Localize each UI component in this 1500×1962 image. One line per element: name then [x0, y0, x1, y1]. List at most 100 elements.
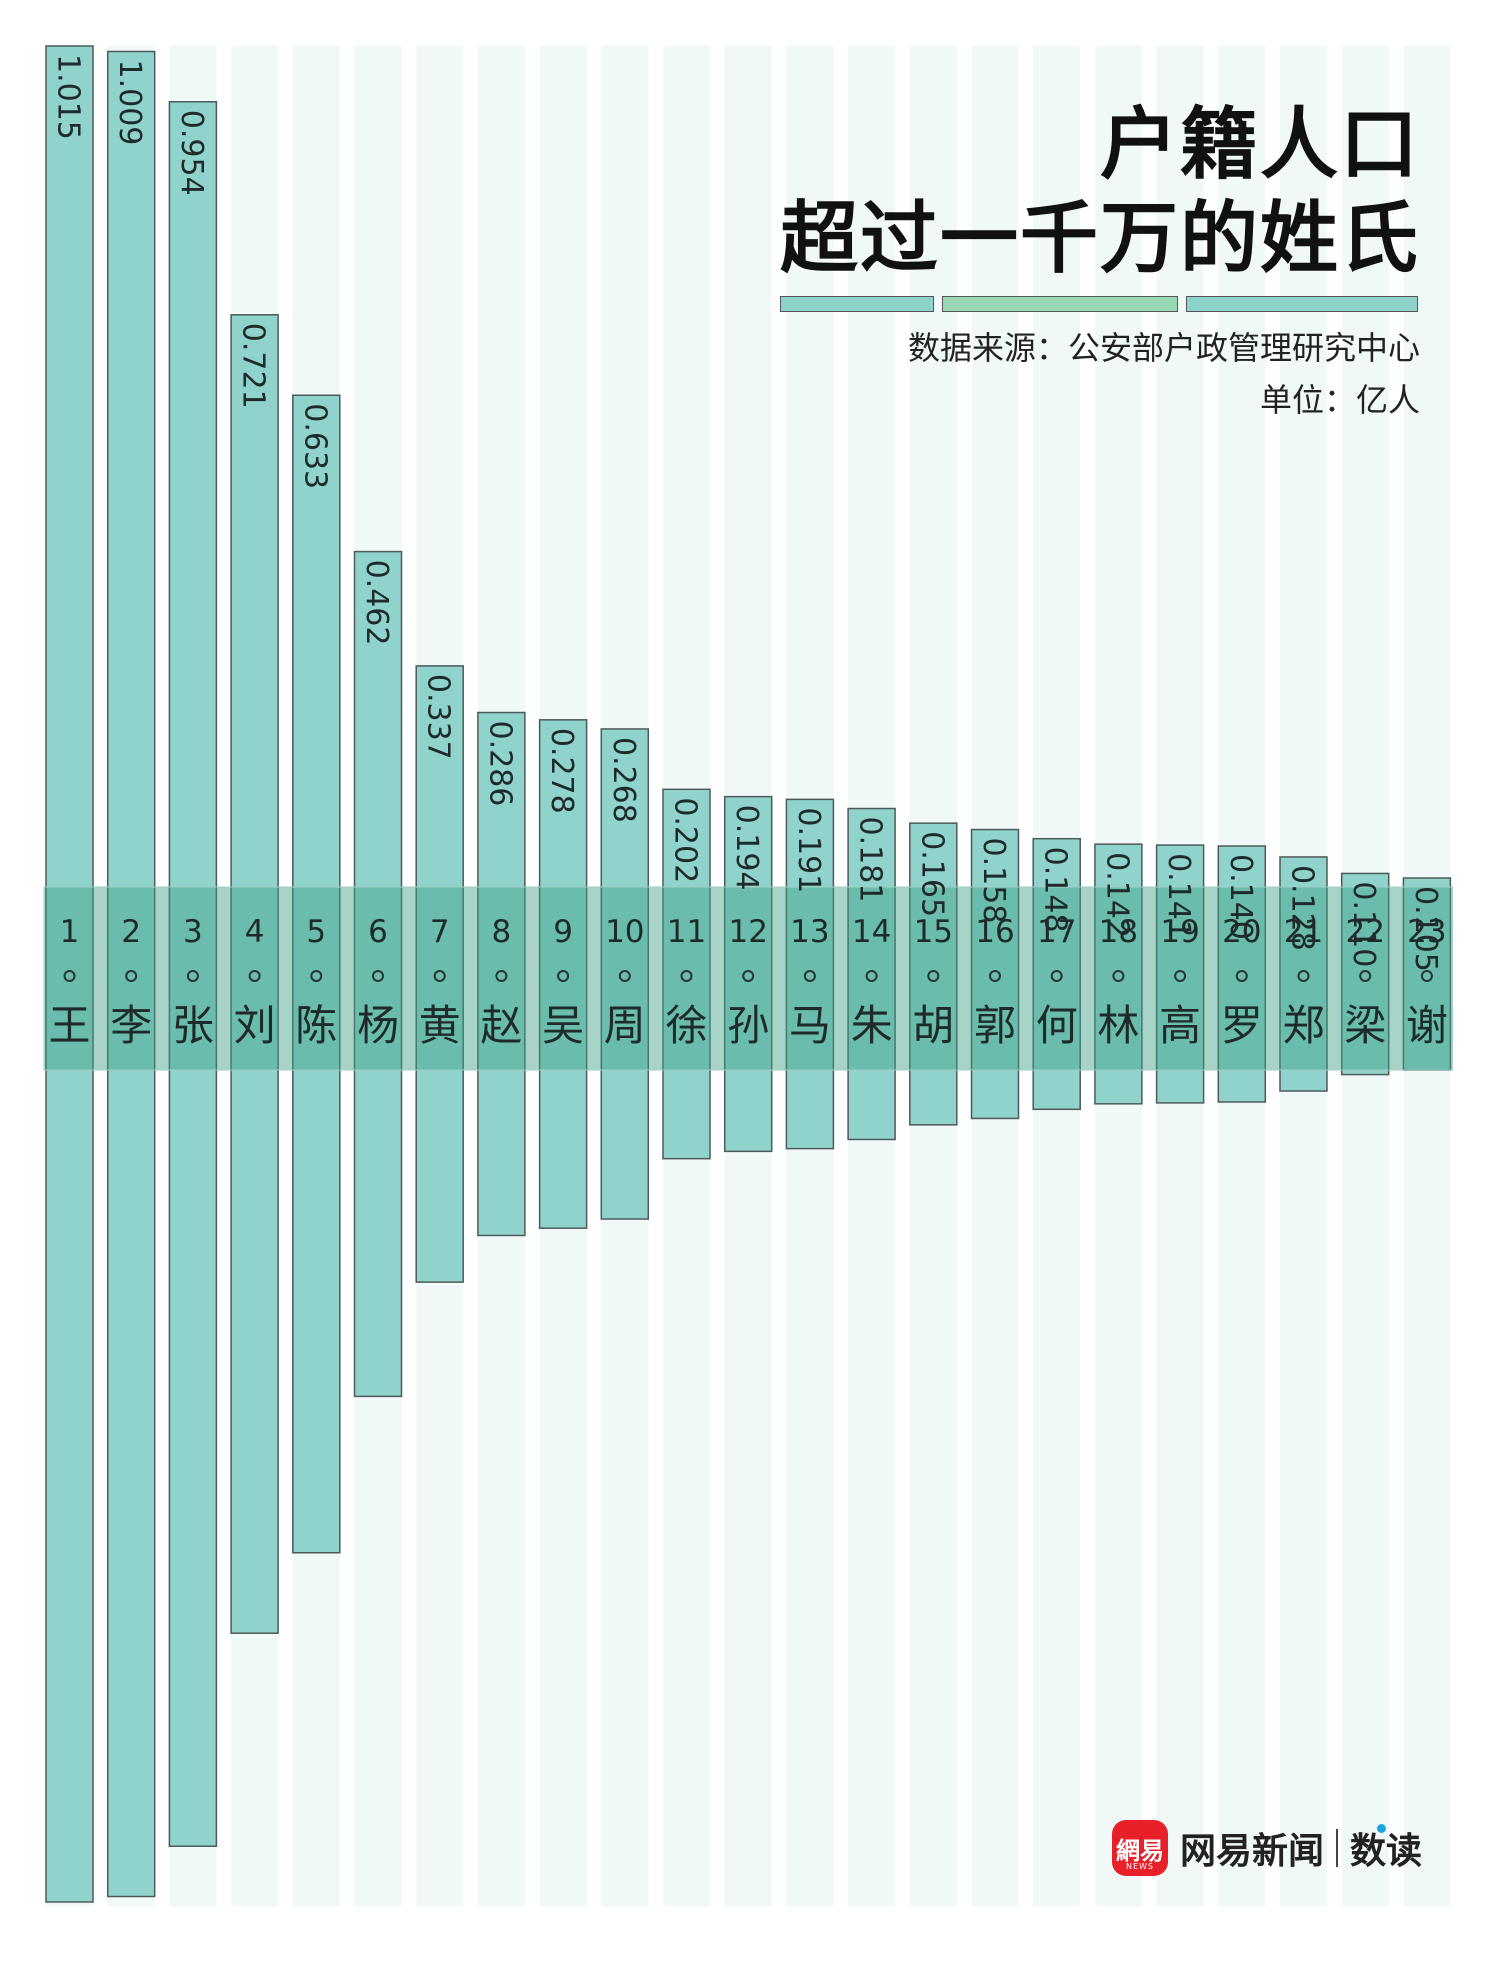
- surname-label: 赵: [480, 1001, 522, 1050]
- surname-label: 吴: [542, 1001, 584, 1050]
- value-label: 0.954: [174, 110, 209, 196]
- surname-label: 张: [172, 1001, 214, 1050]
- surname-label: 胡: [912, 1001, 954, 1050]
- rank-label: 9: [553, 914, 573, 950]
- bar: [1032, 837, 1081, 1111]
- separator-dot-icon: [927, 970, 940, 982]
- title-underline-bar: [780, 296, 934, 312]
- value-label: 0.165: [914, 831, 949, 917]
- surname-label: 林: [1097, 1001, 1139, 1050]
- brand-name: 网易新闻: [1179, 1831, 1324, 1872]
- bar: [600, 728, 650, 1220]
- value-label: 0.202: [668, 797, 703, 883]
- netease-news-logo-icon: 網易 NEWS: [1111, 1820, 1168, 1876]
- surname-label: 孙: [727, 1001, 769, 1050]
- separator-dot-icon: [1174, 970, 1187, 982]
- rank-label: 3: [183, 914, 203, 950]
- bar: [168, 101, 218, 1847]
- bar: [1155, 844, 1205, 1104]
- bar: [477, 711, 526, 1237]
- rank-label: 6: [368, 914, 388, 950]
- value-label: 0.462: [359, 560, 394, 646]
- value-label: 0.278: [544, 728, 579, 814]
- value-label: 0.140: [1223, 854, 1258, 940]
- value-label: 0.158: [976, 838, 1011, 924]
- rank-label: 5: [306, 914, 326, 950]
- title-line-1: 户籍人口: [1099, 100, 1420, 190]
- value-label: 0.191: [791, 807, 826, 893]
- bar: [1340, 872, 1390, 1076]
- value-label: 1.009: [112, 59, 147, 145]
- rank-label: 23: [1407, 914, 1446, 950]
- bar: [785, 798, 835, 1150]
- value-label: 0.268: [606, 737, 641, 823]
- separator-dot-icon: [63, 970, 76, 982]
- bar: [662, 788, 711, 1160]
- title-line-2: 超过一千万的姓氏: [780, 194, 1421, 284]
- brand: 網易 NEWS 网易新闻 数读: [1111, 1820, 1422, 1876]
- value-label: 0.194: [729, 805, 764, 891]
- rank-label: 18: [1099, 914, 1138, 950]
- value-label: 0.142: [1099, 852, 1134, 938]
- surname-label: 徐: [665, 1001, 707, 1050]
- rank-label: 15: [914, 914, 953, 950]
- separator-dot-icon: [557, 970, 570, 982]
- bar: [106, 50, 156, 1898]
- surname-label: 罗: [1221, 1001, 1263, 1050]
- surname-label: 朱: [851, 1001, 893, 1050]
- separator-dot-icon: [310, 970, 323, 982]
- source-text: 数据来源：公安部户政管理研究中心: [907, 329, 1420, 367]
- surname-label: 李: [110, 1001, 152, 1050]
- bar: [847, 807, 896, 1141]
- surname-label: 郑: [1282, 1001, 1324, 1050]
- labels: 1.015 1 王 1.009 2 李 0.954 3 张 0.721 4 刘 0.633 5 陈 0.462…: [48, 54, 1447, 1050]
- separator-dot-icon: [372, 970, 384, 982]
- surname-label: 梁: [1344, 1001, 1386, 1050]
- value-label: 0.633: [297, 403, 332, 489]
- separator-dot-icon: [618, 970, 631, 982]
- bar: [353, 550, 403, 1398]
- rank-label: 10: [605, 914, 644, 950]
- rank-label: 11: [667, 914, 706, 950]
- rank-label: 16: [975, 914, 1014, 950]
- separator-dot-icon: [1235, 970, 1248, 982]
- brand-separator: [1335, 1829, 1338, 1867]
- surname-label: 何: [1036, 1001, 1078, 1050]
- separator-dot-icon: [680, 970, 693, 982]
- rank-label: 1: [60, 914, 80, 950]
- rank-label: 4: [245, 914, 265, 950]
- rank-label: 2: [121, 914, 141, 950]
- bar: [723, 795, 773, 1153]
- separator-dot-icon: [125, 970, 138, 982]
- rank-label: 13: [790, 914, 829, 950]
- rank-label: 14: [852, 914, 891, 950]
- separator-dot-icon: [1050, 970, 1063, 982]
- brand-logo-sub: NEWS: [1125, 1862, 1154, 1871]
- surname-label: 谢: [1406, 1001, 1448, 1050]
- surname-label: 马: [789, 1001, 831, 1050]
- value-label: 1.015: [51, 54, 86, 140]
- value-label: 0.721: [236, 323, 271, 409]
- bar: [1279, 856, 1328, 1092]
- name-band: [43, 886, 1453, 1071]
- rank-label: 12: [728, 914, 767, 950]
- value-label: 0.141: [1161, 853, 1196, 939]
- bar: [45, 45, 94, 1903]
- bar: [1217, 845, 1267, 1103]
- value-label: 0.148: [1038, 847, 1073, 933]
- rank-label: 19: [1160, 914, 1199, 950]
- bars: [45, 45, 1452, 1903]
- bar: [909, 822, 958, 1126]
- brand-section-text: 数读: [1349, 1831, 1422, 1872]
- value-label: 0.286: [482, 721, 517, 807]
- value-label: 0.337: [421, 674, 456, 760]
- rank-label: 8: [492, 914, 512, 950]
- surname-label: 黄: [419, 1001, 461, 1050]
- surname-label: 杨: [357, 1001, 399, 1050]
- rank-label: 20: [1222, 914, 1261, 950]
- bar: [292, 394, 341, 1554]
- brand-dot-icon: [1377, 1824, 1386, 1833]
- value-label: 0.105: [1408, 886, 1443, 972]
- rank-label: 17: [1037, 914, 1076, 950]
- separator-dot-icon: [742, 970, 755, 982]
